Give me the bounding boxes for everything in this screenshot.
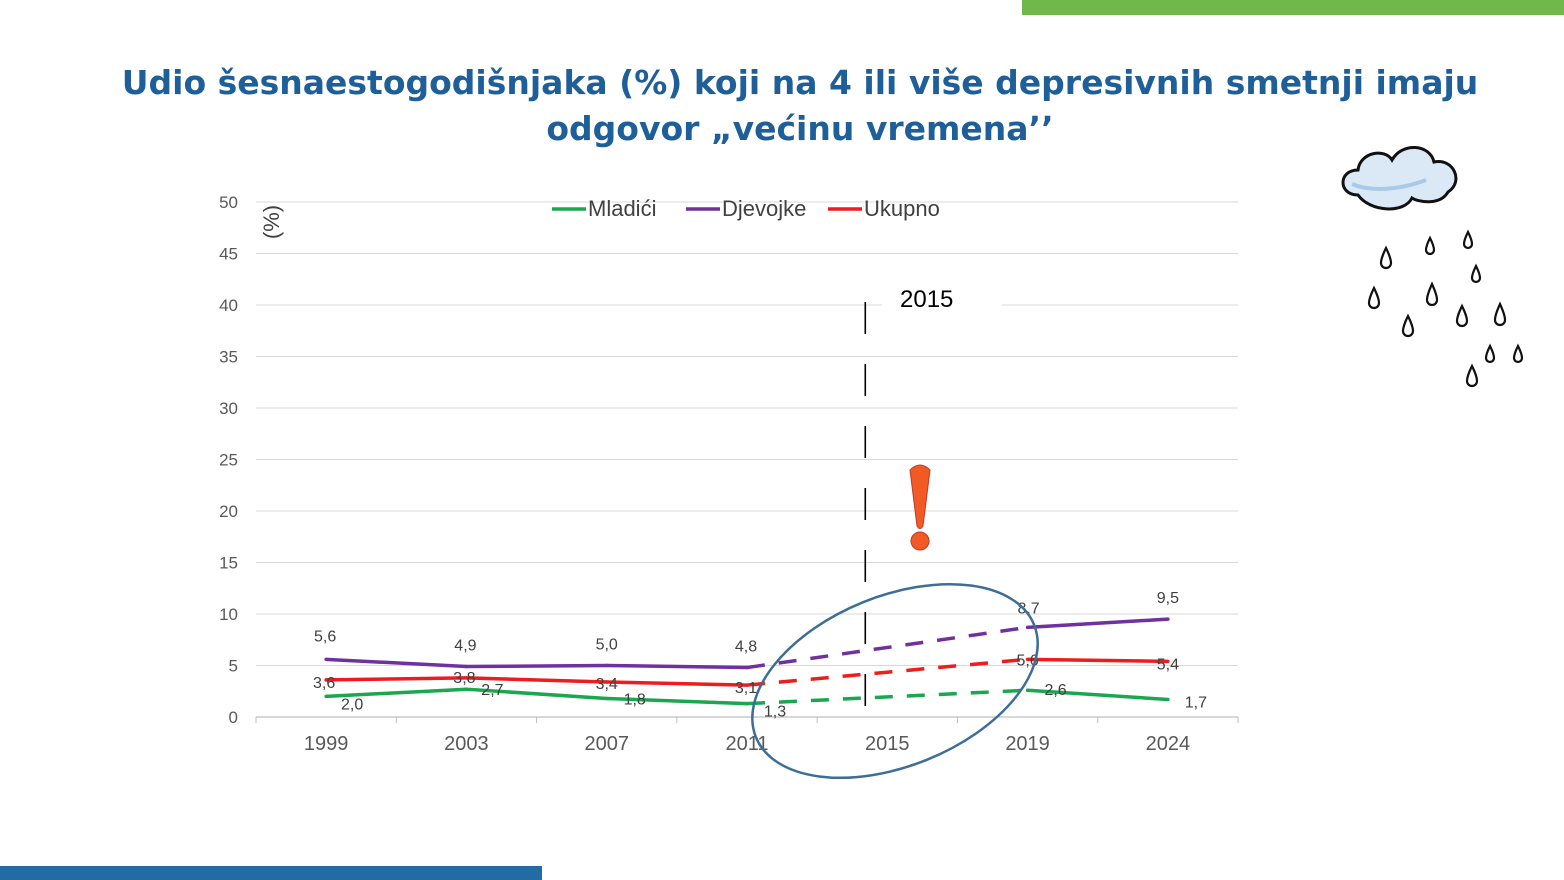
x-tick-label: 2024 <box>1146 733 1191 755</box>
x-tick-label: 2015 <box>865 733 910 755</box>
data-label: 3,4 <box>596 676 618 693</box>
data-label: 8,7 <box>1017 600 1039 617</box>
slide-title: Udio šesnaestogodišnjaka (%) koji na 4 i… <box>60 60 1540 152</box>
series-dashed-line-2 <box>746 657 1028 687</box>
y-tick-label: 10 <box>219 605 238 624</box>
data-label: 3,8 <box>453 670 475 687</box>
series-line-2 <box>464 676 609 684</box>
data-label: 1,3 <box>764 704 786 721</box>
series-line-1 <box>1025 617 1170 630</box>
y-tick-label: 30 <box>219 399 238 418</box>
data-label: 2,7 <box>481 682 503 699</box>
rain-cloud-icon <box>1341 146 1524 388</box>
data-label: 1,8 <box>624 691 646 708</box>
y-tick-label: 20 <box>219 502 238 521</box>
annotation-label: 2015 <box>900 286 953 313</box>
x-tick-label: 2007 <box>584 733 629 755</box>
title-line-1: Udio šesnaestogodišnjaka (%) koji na 4 i… <box>121 63 1479 102</box>
data-label: 4,8 <box>735 639 757 656</box>
x-tick-label: 1999 <box>304 733 349 755</box>
data-label: 3,6 <box>313 675 335 692</box>
series-line-0 <box>1025 688 1170 702</box>
y-tick-label: 0 <box>229 708 238 727</box>
x-tick-label: 2011 <box>725 733 768 755</box>
series-line-0 <box>604 696 749 706</box>
bottom-accent-bar <box>0 866 542 880</box>
data-label: 5,6 <box>314 628 336 645</box>
exclamation-icon <box>909 464 931 551</box>
title-line-2: odgovor „većinu vremena’’ <box>546 109 1054 148</box>
y-tick-label: 35 <box>219 348 238 367</box>
top-accent-bar <box>1022 0 1564 15</box>
y-tick-label: 45 <box>219 245 238 264</box>
series-line-2 <box>1025 657 1170 664</box>
legend-label: Ukupno <box>864 196 940 221</box>
series-dashed-line-0 <box>746 688 1028 706</box>
series-line-1 <box>604 663 749 670</box>
series-line-1 <box>464 663 609 669</box>
annotation-box <box>882 278 1002 318</box>
data-label: 1,7 <box>1185 694 1207 711</box>
data-label: 9,5 <box>1157 590 1179 607</box>
legend-label: Djevojke <box>722 196 806 221</box>
series-line-1 <box>324 657 469 669</box>
y-tick-label: 50 <box>219 193 238 212</box>
y-tick-label: 15 <box>219 554 238 573</box>
data-label: 4,9 <box>454 638 476 655</box>
data-label: 3,1 <box>735 680 757 697</box>
data-label: 2,6 <box>1044 682 1066 699</box>
data-label: 2,0 <box>341 696 363 713</box>
y-tick-label: 5 <box>229 657 238 676</box>
series-line-2 <box>604 680 749 687</box>
y-axis-label: (%) <box>259 205 284 239</box>
data-label: 5,4 <box>1157 656 1179 673</box>
series-dashed-line-1 <box>746 625 1028 670</box>
highlight-ellipse <box>751 582 1039 780</box>
data-label: 5,0 <box>596 637 618 654</box>
y-tick-label: 40 <box>219 296 238 315</box>
y-tick-label: 25 <box>219 451 238 470</box>
series-line-0 <box>324 687 469 699</box>
x-tick-label: 2019 <box>1005 733 1050 755</box>
legend-label: Mladići <box>588 196 656 221</box>
x-tick-label: 2003 <box>444 733 489 755</box>
series-line-2 <box>324 676 469 682</box>
series-line-0 <box>464 687 609 701</box>
